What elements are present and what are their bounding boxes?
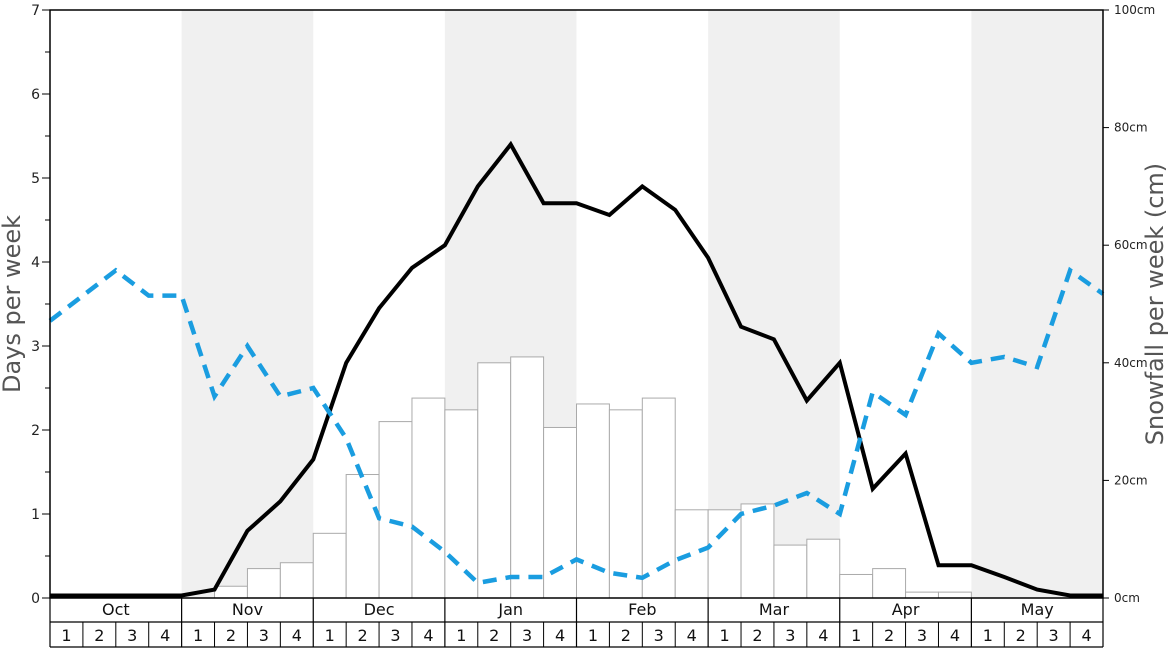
week-label: 4 <box>1081 626 1091 645</box>
week-label: 3 <box>390 626 400 645</box>
dashed-series-line <box>48 266 1105 586</box>
month-label-mar: Mar <box>759 600 790 619</box>
left-tick-label: 6 <box>31 87 40 103</box>
snowfall-bar <box>905 591 939 599</box>
month-shading <box>181 10 1103 598</box>
week-label: 4 <box>687 626 697 645</box>
week-label: 2 <box>1016 626 1026 645</box>
week-label: 4 <box>555 626 565 645</box>
week-label: 3 <box>917 626 927 645</box>
month-label-may: May <box>1021 600 1054 619</box>
week-label: 3 <box>1049 626 1059 645</box>
month-label-nov: Nov <box>232 600 263 619</box>
left-tick-label: 4 <box>31 255 40 271</box>
week-label: 2 <box>489 626 499 645</box>
snowfall-bar <box>214 585 248 599</box>
week-label: 2 <box>884 626 894 645</box>
solid-series-line <box>50 140 1103 598</box>
week-label: 4 <box>160 626 170 645</box>
week-label: 4 <box>950 626 960 645</box>
snowfall-bar <box>378 421 413 599</box>
snowfall-bars <box>214 356 972 599</box>
week-label: 2 <box>94 626 104 645</box>
snowfall-bar <box>839 573 874 599</box>
snowfall-bar <box>312 532 347 599</box>
snowfall-bar <box>937 591 972 599</box>
week-label: 1 <box>851 626 861 645</box>
month-label-apr: Apr <box>892 600 920 619</box>
week-label: 4 <box>292 626 302 645</box>
week-label: 1 <box>983 626 993 645</box>
snowfall-bar <box>740 503 775 599</box>
week-label: 1 <box>588 626 598 645</box>
snowfall-bar <box>608 409 643 599</box>
left-tick-label: 3 <box>31 339 40 355</box>
month-label-dec: Dec <box>364 600 395 619</box>
month-shade-may <box>971 10 1103 598</box>
left-tick-label: 0 <box>31 591 40 607</box>
week-label: 3 <box>654 626 664 645</box>
left-tick-label: 2 <box>31 423 40 439</box>
week-label: 2 <box>752 626 762 645</box>
series-lines <box>48 140 1105 598</box>
left-tick-label: 5 <box>31 171 40 187</box>
week-label: 1 <box>325 626 335 645</box>
month-label-feb: Feb <box>628 600 656 619</box>
left-tick-label: 1 <box>31 507 40 523</box>
snowfall-bar <box>411 397 446 599</box>
left-tick-label: 7 <box>31 3 40 19</box>
snowfall-bar <box>279 562 314 599</box>
week-label: 1 <box>719 626 729 645</box>
week-label: 3 <box>522 626 532 645</box>
snowfall-bar <box>773 544 808 599</box>
right-tick-label: 100cm <box>1114 3 1155 17</box>
right-y-axis: 0cm 20cm 40cm 60cm 80cm 100cm <box>1103 3 1155 605</box>
month-label-oct: Oct <box>102 600 130 619</box>
month-shade-nov <box>181 10 314 598</box>
right-axis-title: Snowfall per week (cm) <box>1141 163 1168 445</box>
right-tick-label: 80cm <box>1114 121 1148 135</box>
right-tick-label: 20cm <box>1114 473 1148 487</box>
snowfall-bar <box>543 426 577 599</box>
month-label-jan: Jan <box>497 600 523 619</box>
snowfall-bar <box>444 409 479 599</box>
left-axis-title: Days per week <box>0 215 26 393</box>
week-label: 3 <box>259 626 269 645</box>
snowfall-bar <box>806 538 841 599</box>
snowfall-bar <box>246 568 281 599</box>
week-label: 1 <box>193 626 203 645</box>
week-label: 2 <box>621 626 631 645</box>
week-label: 2 <box>226 626 236 645</box>
week-label: 2 <box>358 626 368 645</box>
x-axis-month-week: Oct 1 2 3 4 Nov 1 2 3 4 Dec 1 2 3 4 Jan 1 2 3 4 Feb 1 2 3 4 Mar 1 2… <box>49 598 1104 648</box>
week-label: 3 <box>127 626 137 645</box>
right-tick-label: 60cm <box>1114 238 1148 252</box>
snowfall-bar <box>674 509 709 599</box>
week-label: 1 <box>61 626 71 645</box>
week-label: 3 <box>785 626 795 645</box>
left-y-axis: 0 1 2 3 4 5 6 7 <box>31 3 50 607</box>
snowfall-bar <box>345 474 380 599</box>
snowfall-bar <box>707 509 742 599</box>
right-tick-label: 0cm <box>1114 591 1140 605</box>
snowfall-bar <box>477 362 512 599</box>
snowfall-bar <box>510 356 545 599</box>
right-tick-label: 40cm <box>1114 356 1148 370</box>
week-label: 4 <box>423 626 433 645</box>
snowfall-bar <box>872 568 907 599</box>
week-label: 1 <box>456 626 466 645</box>
week-label: 4 <box>818 626 828 645</box>
